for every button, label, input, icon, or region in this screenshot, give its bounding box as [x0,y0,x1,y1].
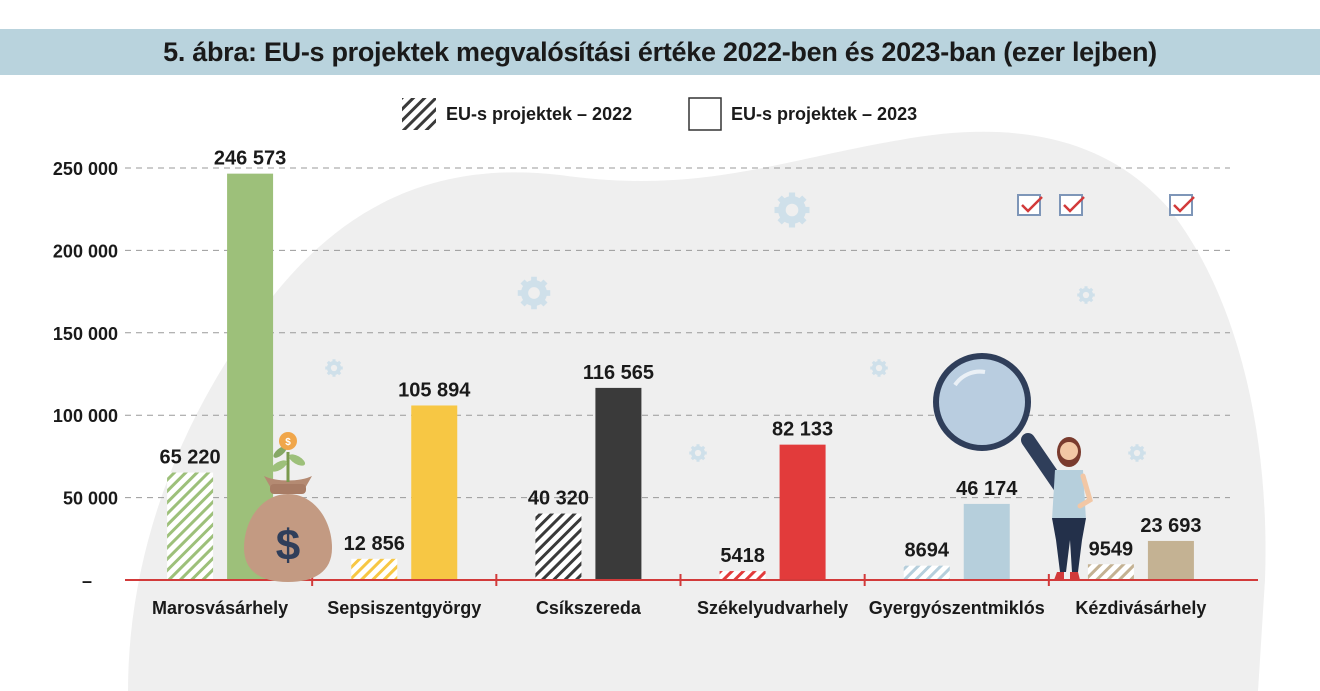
x-tick-label: Marosvásárhely [152,598,288,618]
bar-value-label: 12 856 [344,533,405,555]
title-band [0,29,1320,75]
x-tick-label: Csíkszereda [536,598,642,618]
bar-2022 [719,571,766,580]
y-tick-label: 200 000 [53,241,118,261]
bar-2022 [1087,564,1134,580]
bar-value-label: 46 174 [956,478,1018,500]
y-tick-label: – [82,571,92,591]
x-tick-label: Székelyudvarhely [697,598,848,618]
checkbox-icon [1169,194,1195,216]
gear-icon [774,192,810,228]
y-tick-label: 250 000 [53,159,118,179]
bar-value-label: 9549 [1089,538,1134,560]
gear-icon [689,444,707,462]
legend-label-2022: EU-s projektek – 2022 [446,104,632,124]
bar-value-label: 23 693 [1140,515,1201,537]
bar-value-label: 5418 [720,545,765,567]
legend-label-2023: EU-s projektek – 2023 [731,104,917,124]
money-bag-icon: $ $ [244,432,332,582]
bar-value-label: 82 133 [772,419,833,441]
bar-2022 [167,472,214,580]
y-tick-label: 100 000 [53,406,118,426]
bar-2022 [535,513,582,580]
gear-icon [517,276,551,310]
bar-value-label: 40 320 [528,488,589,510]
gear-icon [325,359,343,377]
svg-text:$: $ [285,437,291,448]
bar-2023 [1147,540,1194,580]
checkbox-icon [1017,194,1043,216]
gear-icon [1077,286,1095,304]
bar-value-label: 105 894 [398,379,471,401]
legend: EU-s projektek – 2022 EU-s projektek – 2… [402,97,917,131]
x-tick-label: Sepsiszentgyörgy [327,598,481,618]
woman-illustration [1052,437,1093,580]
legend-swatch-2022 [402,98,436,130]
bar-2022 [903,565,950,580]
dollar-sign-icon: $ [276,521,300,570]
chart-title: 5. ábra: EU-s projektek megvalósítási ér… [163,37,1157,67]
x-tick-label: Kézdivásárhely [1075,598,1206,618]
bar-value-label: 65 220 [159,447,220,469]
bar-value-label: 246 573 [214,148,286,170]
y-tick-label: 150 000 [53,324,118,344]
y-tick-label: 50 000 [63,489,118,509]
x-tick-label: Gyergyószentmiklós [869,598,1045,618]
bar-value-label: 8694 [905,540,950,562]
bar-2023 [411,405,458,580]
gear-icon [870,359,888,377]
bar-2023 [595,387,642,580]
legend-swatch-2023 [688,97,722,131]
checkbox-icon [1059,194,1085,216]
bar-2022 [351,558,398,580]
bar-2023 [963,503,1010,580]
bar-value-label: 116 565 [583,362,654,384]
gear-icon [1128,444,1146,462]
bar-2023 [779,444,826,580]
